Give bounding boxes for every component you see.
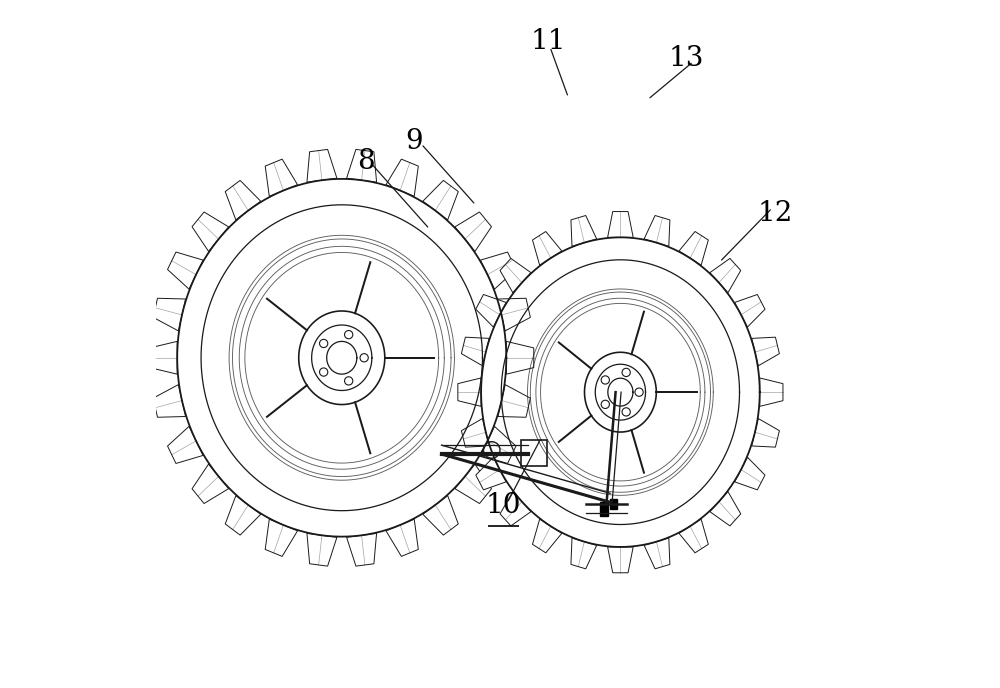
Polygon shape: [458, 378, 481, 407]
Text: 9: 9: [405, 127, 423, 155]
Polygon shape: [710, 492, 741, 526]
Polygon shape: [679, 519, 708, 553]
Polygon shape: [461, 337, 489, 366]
Polygon shape: [644, 215, 670, 246]
Polygon shape: [150, 341, 177, 374]
Polygon shape: [571, 215, 597, 246]
Polygon shape: [506, 341, 534, 374]
Polygon shape: [168, 427, 203, 464]
Polygon shape: [153, 385, 186, 417]
Polygon shape: [225, 180, 261, 220]
Bar: [610, 499, 617, 509]
Polygon shape: [423, 180, 458, 220]
Polygon shape: [265, 519, 298, 557]
Bar: [600, 502, 608, 516]
Polygon shape: [455, 464, 491, 504]
Polygon shape: [532, 231, 562, 265]
Polygon shape: [480, 252, 516, 289]
Polygon shape: [225, 495, 261, 535]
Polygon shape: [192, 464, 229, 504]
Text: 10: 10: [486, 492, 521, 519]
Polygon shape: [461, 418, 489, 447]
Polygon shape: [532, 519, 562, 553]
Polygon shape: [644, 538, 670, 569]
Circle shape: [483, 442, 500, 458]
Polygon shape: [498, 299, 530, 331]
Text: 8: 8: [357, 148, 375, 175]
Polygon shape: [710, 259, 741, 292]
Polygon shape: [735, 294, 765, 327]
Polygon shape: [752, 337, 779, 366]
Polygon shape: [455, 212, 491, 251]
Polygon shape: [476, 294, 506, 327]
Polygon shape: [735, 458, 765, 490]
Polygon shape: [498, 385, 530, 417]
Polygon shape: [347, 149, 377, 182]
Text: 12: 12: [758, 200, 793, 227]
Polygon shape: [386, 519, 418, 557]
Polygon shape: [192, 212, 229, 251]
Polygon shape: [265, 159, 298, 196]
Polygon shape: [608, 547, 633, 573]
Polygon shape: [480, 427, 516, 464]
Text: 13: 13: [668, 45, 703, 72]
Polygon shape: [500, 492, 531, 526]
Polygon shape: [760, 378, 783, 407]
Polygon shape: [307, 533, 337, 566]
Polygon shape: [608, 211, 633, 237]
Polygon shape: [168, 252, 203, 289]
Polygon shape: [347, 533, 377, 566]
Polygon shape: [307, 149, 337, 182]
Polygon shape: [571, 538, 597, 569]
Polygon shape: [500, 259, 531, 292]
Polygon shape: [153, 299, 186, 331]
Polygon shape: [423, 495, 458, 535]
Polygon shape: [386, 159, 418, 196]
Text: 11: 11: [530, 28, 566, 55]
Polygon shape: [679, 231, 708, 265]
Polygon shape: [752, 418, 779, 447]
Polygon shape: [476, 458, 506, 490]
Bar: [521, 440, 547, 466]
